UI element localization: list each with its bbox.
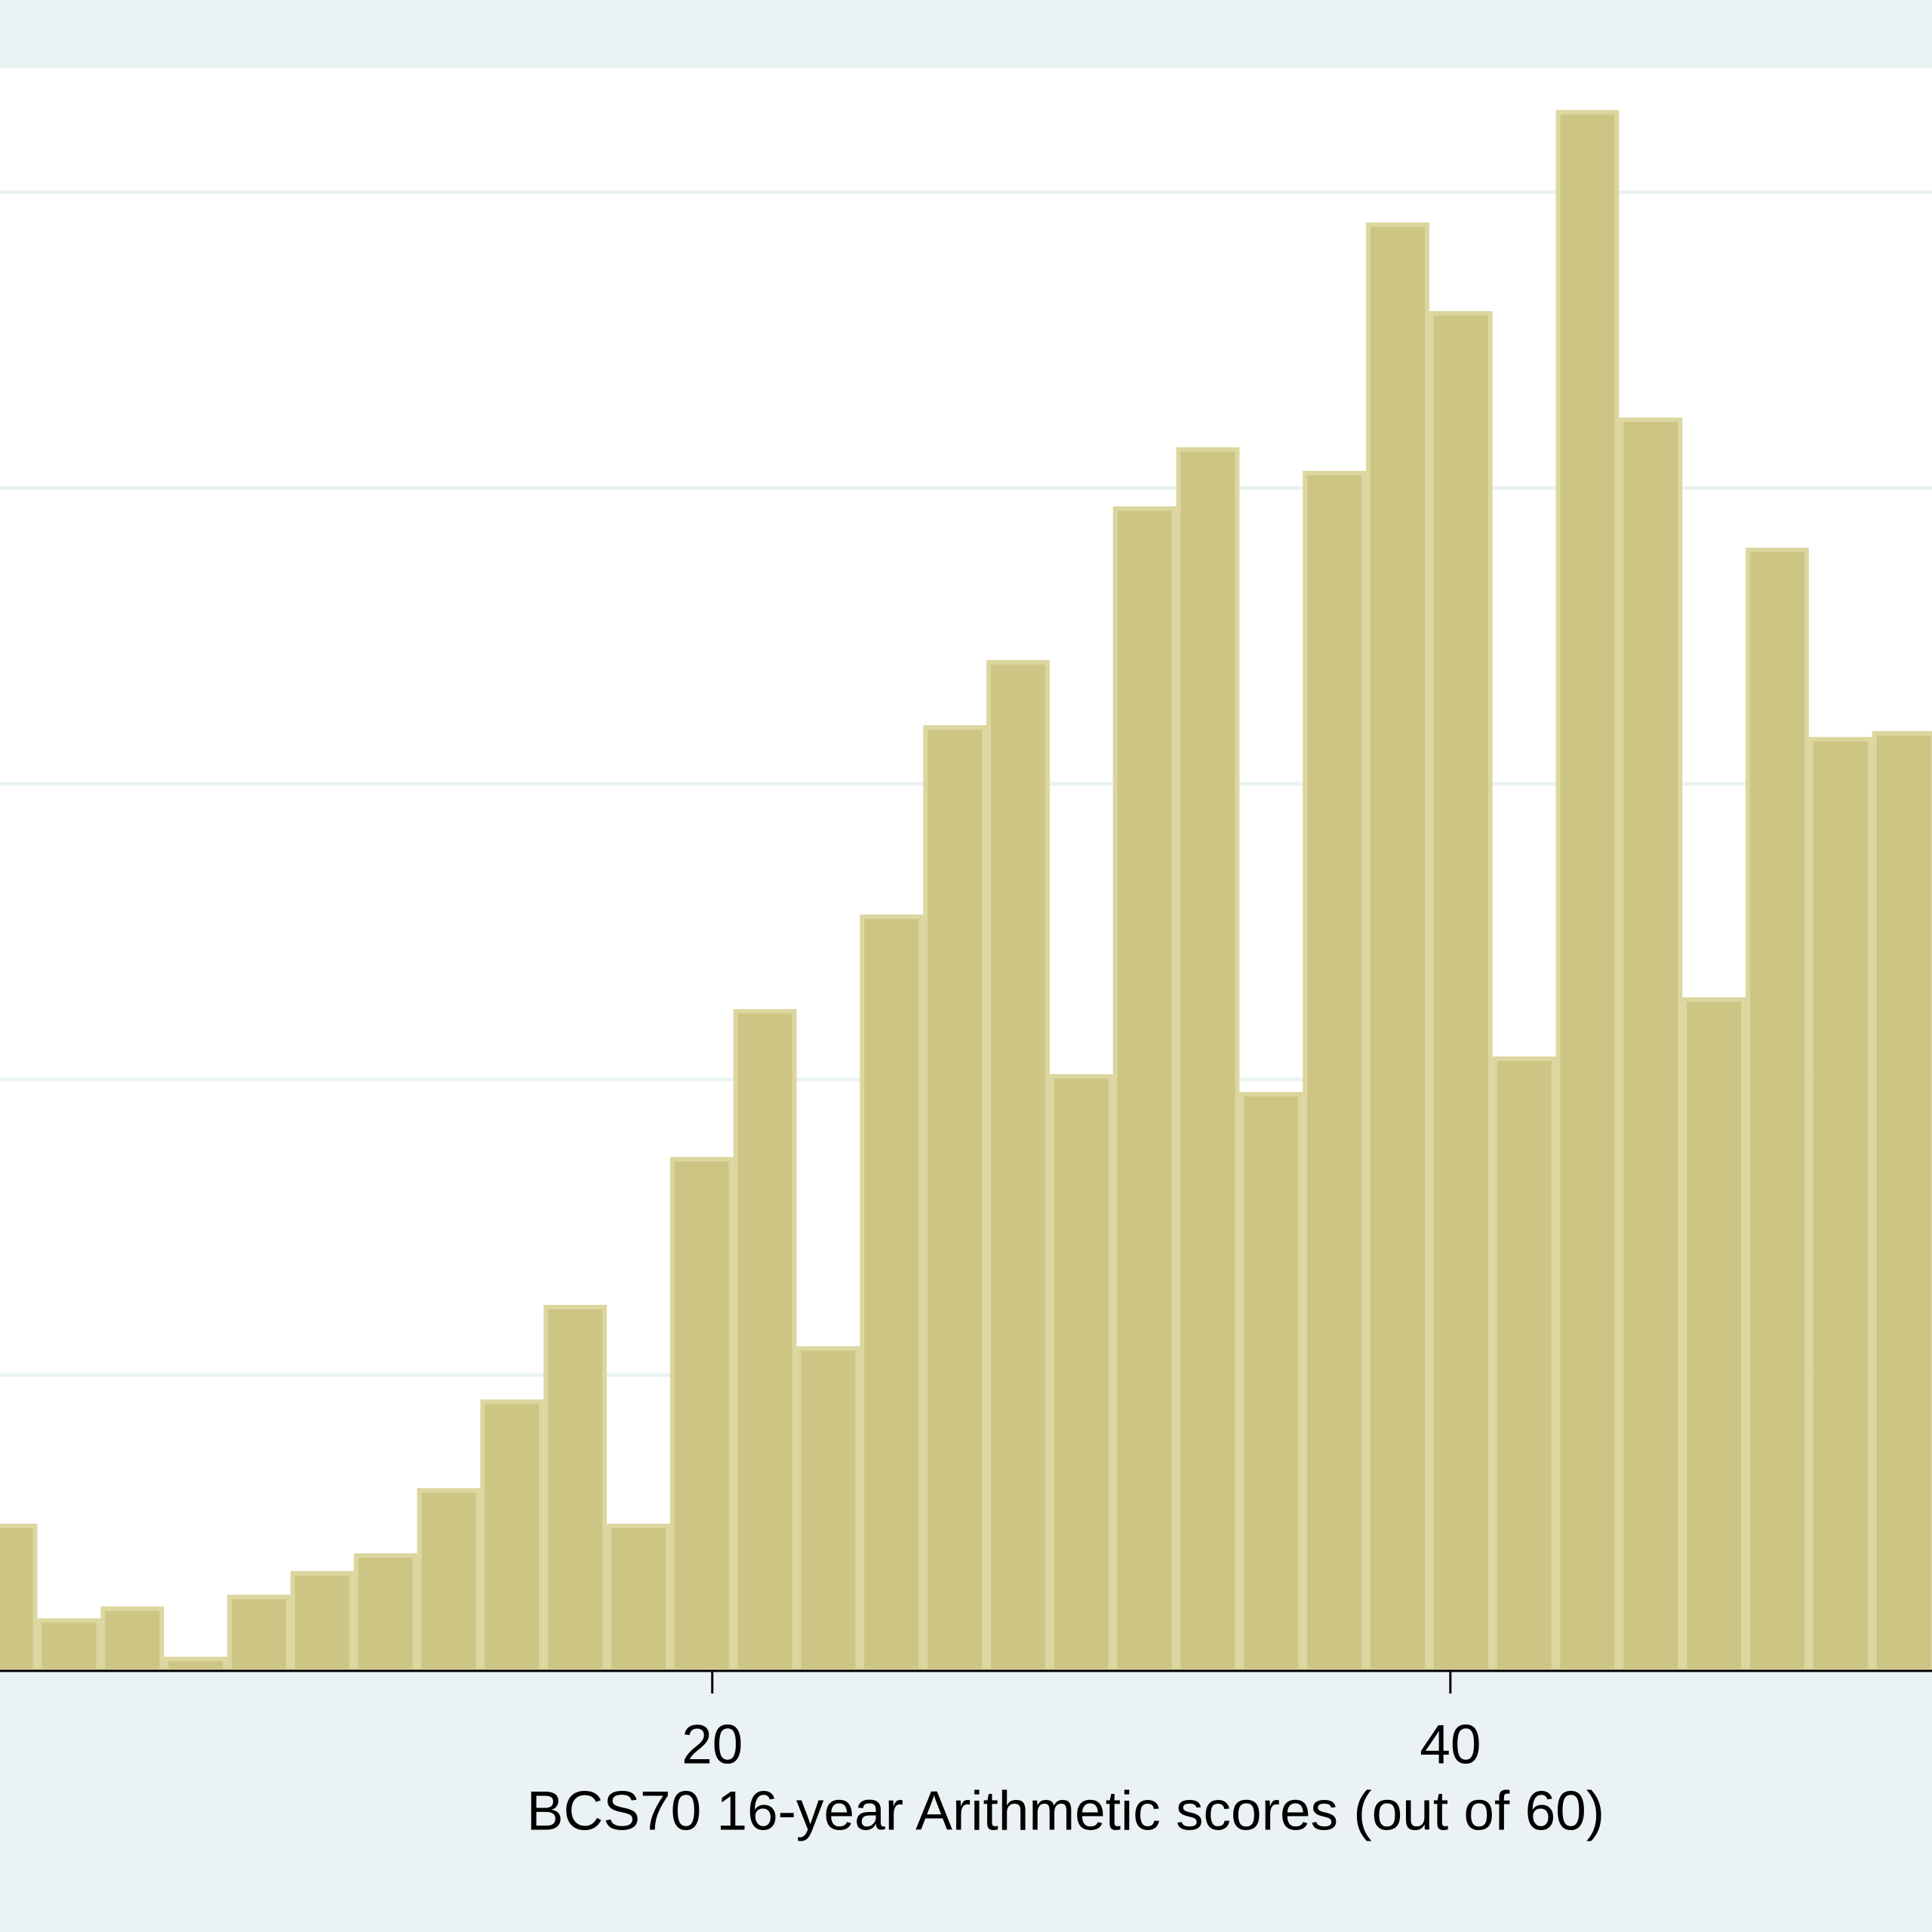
bar [227,1595,291,1671]
bar [290,1571,354,1671]
bar [1872,731,1932,1671]
bar [1366,222,1429,1671]
bar [1808,737,1872,1671]
bar [1176,447,1240,1671]
bar [164,1657,228,1671]
bar [100,1606,165,1671]
bar [923,724,987,1671]
bar [860,914,924,1671]
x-axis: 20 40 [0,1669,1932,1775]
bar [1746,547,1809,1671]
x-tick-label: 20 [681,1714,743,1775]
bar [1049,1074,1113,1671]
x-tick-label: 40 [1420,1714,1481,1775]
bar [543,1304,608,1671]
bar [37,1618,101,1671]
bar [1303,470,1367,1671]
bar [1682,997,1746,1671]
bars [0,109,1932,1671]
bar [1239,1091,1303,1671]
bar [607,1523,670,1671]
bar [733,1009,797,1671]
bar [796,1346,860,1671]
bar [1429,311,1493,1671]
bar [1112,506,1177,1671]
bar [480,1399,544,1671]
x-axis-title: BCS70 16-year Arithmetic scores (out of … [527,1780,1604,1841]
bar [417,1487,481,1671]
bar [0,1523,38,1671]
bar [986,660,1050,1671]
bar [1492,1056,1556,1671]
bar [669,1157,734,1671]
bar [1555,109,1620,1671]
bar [1619,417,1683,1671]
bar [353,1553,417,1671]
